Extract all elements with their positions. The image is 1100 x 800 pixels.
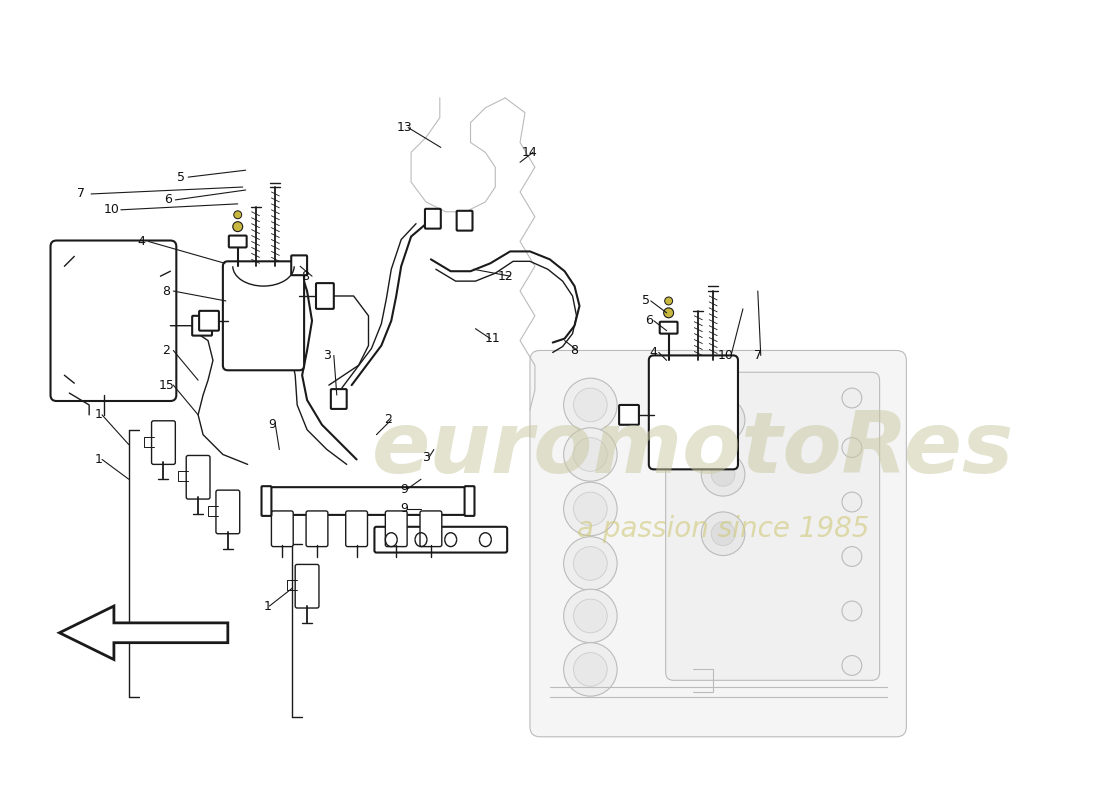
Circle shape	[712, 462, 735, 486]
Text: 9: 9	[400, 502, 408, 515]
FancyBboxPatch shape	[223, 262, 304, 370]
Circle shape	[702, 398, 745, 442]
FancyBboxPatch shape	[272, 511, 294, 546]
Text: 5: 5	[177, 170, 185, 184]
Text: 9: 9	[268, 418, 276, 431]
Text: 8: 8	[571, 344, 579, 357]
Circle shape	[563, 537, 617, 590]
Circle shape	[663, 308, 673, 318]
FancyBboxPatch shape	[619, 405, 639, 425]
Text: 8: 8	[301, 270, 309, 282]
Text: 8: 8	[163, 285, 170, 298]
Circle shape	[573, 546, 607, 580]
FancyBboxPatch shape	[374, 526, 507, 553]
Circle shape	[563, 378, 617, 432]
Circle shape	[702, 512, 745, 555]
FancyBboxPatch shape	[425, 209, 441, 229]
Circle shape	[664, 297, 672, 305]
Text: 15: 15	[158, 378, 175, 392]
Text: 1: 1	[264, 599, 272, 613]
Text: 12: 12	[497, 270, 513, 282]
Text: 2: 2	[163, 344, 170, 357]
Circle shape	[842, 655, 861, 675]
Circle shape	[234, 211, 242, 218]
Circle shape	[712, 522, 735, 546]
Text: 1: 1	[95, 408, 103, 422]
Text: 7: 7	[754, 349, 762, 362]
FancyBboxPatch shape	[649, 355, 738, 470]
FancyBboxPatch shape	[464, 486, 474, 516]
FancyBboxPatch shape	[420, 511, 442, 546]
Text: 4: 4	[650, 346, 658, 359]
FancyBboxPatch shape	[152, 421, 175, 464]
Text: 13: 13	[396, 121, 412, 134]
Text: 6: 6	[645, 314, 652, 327]
Circle shape	[573, 438, 607, 471]
Text: 6: 6	[165, 194, 173, 206]
Text: 11: 11	[484, 332, 500, 345]
Circle shape	[563, 642, 617, 696]
Circle shape	[573, 599, 607, 633]
Polygon shape	[59, 606, 228, 659]
Text: 10: 10	[104, 203, 120, 216]
Circle shape	[233, 222, 243, 232]
FancyBboxPatch shape	[199, 311, 219, 330]
FancyBboxPatch shape	[262, 486, 272, 516]
FancyBboxPatch shape	[192, 316, 212, 336]
Text: 10: 10	[718, 349, 734, 362]
Circle shape	[842, 492, 861, 512]
Text: euromotoRes: euromotoRes	[372, 408, 1014, 491]
Text: 3: 3	[422, 451, 430, 464]
FancyBboxPatch shape	[265, 487, 468, 515]
FancyBboxPatch shape	[316, 283, 333, 309]
FancyBboxPatch shape	[216, 490, 240, 534]
Text: 2: 2	[384, 414, 393, 426]
Circle shape	[842, 546, 861, 566]
Circle shape	[563, 589, 617, 642]
Circle shape	[573, 388, 607, 422]
FancyBboxPatch shape	[295, 565, 319, 608]
FancyBboxPatch shape	[666, 372, 880, 680]
Circle shape	[702, 453, 745, 496]
FancyBboxPatch shape	[530, 350, 906, 737]
Circle shape	[842, 438, 861, 458]
FancyBboxPatch shape	[306, 511, 328, 546]
Text: a passion since 1985: a passion since 1985	[576, 514, 869, 542]
Text: 3: 3	[323, 349, 331, 362]
Text: 14: 14	[522, 146, 538, 159]
Circle shape	[573, 492, 607, 526]
FancyBboxPatch shape	[331, 389, 346, 409]
Circle shape	[712, 408, 735, 432]
FancyBboxPatch shape	[660, 322, 678, 334]
Text: 9: 9	[400, 482, 408, 496]
FancyBboxPatch shape	[292, 255, 307, 275]
FancyBboxPatch shape	[186, 455, 210, 499]
Circle shape	[563, 428, 617, 482]
Circle shape	[573, 653, 607, 686]
FancyBboxPatch shape	[229, 235, 246, 247]
Circle shape	[563, 482, 617, 536]
Text: 1: 1	[95, 453, 103, 466]
Circle shape	[842, 601, 861, 621]
Circle shape	[842, 388, 861, 408]
FancyBboxPatch shape	[385, 511, 407, 546]
FancyBboxPatch shape	[345, 511, 367, 546]
Text: 5: 5	[642, 294, 650, 307]
Text: 4: 4	[138, 235, 145, 248]
FancyBboxPatch shape	[456, 211, 473, 230]
FancyBboxPatch shape	[51, 241, 176, 401]
Text: 7: 7	[77, 187, 85, 201]
